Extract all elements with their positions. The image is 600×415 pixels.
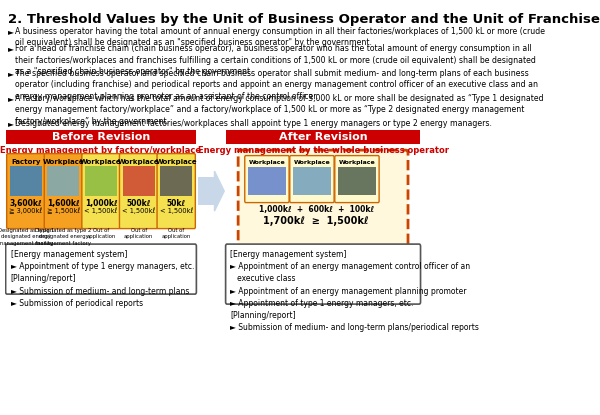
Text: After Revision: After Revision [279,132,367,142]
Text: ►: ► [8,94,14,103]
Text: ≧ 3,000kℓ: ≧ 3,000kℓ [9,207,43,214]
FancyBboxPatch shape [157,154,196,229]
Text: ►: ► [8,69,14,78]
FancyBboxPatch shape [7,154,45,229]
Text: 3,600kℓ: 3,600kℓ [10,199,42,208]
FancyBboxPatch shape [47,166,79,196]
Text: The specified business operator and specified chain business operator shall subm: The specified business operator and spec… [14,69,538,101]
FancyBboxPatch shape [335,156,379,203]
Text: Workplace: Workplace [338,160,376,165]
Text: Out of
application: Out of application [86,228,116,239]
FancyBboxPatch shape [293,167,331,195]
Text: 500kℓ: 500kℓ [127,199,151,208]
FancyBboxPatch shape [5,244,196,294]
Text: 1,700kℓ  ≥  1,500kℓ: 1,700kℓ ≥ 1,500kℓ [263,216,369,226]
Text: Designated as type 2
designated energy
management factory: Designated as type 2 designated energy m… [35,228,92,246]
Text: Factory: Factory [11,159,41,165]
Polygon shape [214,171,224,211]
Text: Workplace: Workplace [118,159,160,165]
FancyBboxPatch shape [160,166,192,196]
FancyBboxPatch shape [10,166,42,196]
Text: ≧ 1,500kℓ: ≧ 1,500kℓ [47,207,80,214]
Text: < 1,500kℓ: < 1,500kℓ [85,207,118,214]
FancyBboxPatch shape [226,244,421,304]
FancyBboxPatch shape [248,167,286,195]
Text: < 1,500kℓ: < 1,500kℓ [160,207,193,214]
FancyBboxPatch shape [238,150,408,256]
Text: Energy management by the whole business operator: Energy management by the whole business … [197,146,449,155]
FancyBboxPatch shape [85,166,117,196]
Text: 1,600kℓ: 1,600kℓ [47,199,80,208]
FancyBboxPatch shape [198,177,214,205]
FancyBboxPatch shape [7,130,196,144]
Text: ►: ► [8,27,14,36]
Text: Workplace: Workplace [43,159,84,165]
Text: Workplace: Workplace [248,160,285,165]
FancyBboxPatch shape [44,154,83,229]
Text: Out of
application: Out of application [161,228,191,239]
FancyBboxPatch shape [122,166,155,196]
Text: Before Revision: Before Revision [52,132,150,142]
Text: Energy management by factory/workplace: Energy management by factory/workplace [1,146,202,155]
Text: Designated as type 1
designated energy
management facility: Designated as type 1 designated energy m… [0,228,54,246]
Text: Workplace: Workplace [293,160,331,165]
Text: 1,000kℓ  +  600kℓ  +  100kℓ: 1,000kℓ + 600kℓ + 100kℓ [259,205,374,214]
Text: For a head of franchise chain (chain business operator), a business operator who: For a head of franchise chain (chain bus… [14,44,536,76]
Text: 2. Threshold Values by the Unit of Business Operator and the Unit of Franchise C: 2. Threshold Values by the Unit of Busin… [8,13,600,26]
Text: ►: ► [8,44,14,53]
Text: [Energy management system]
► Appointment of type 1 energy managers, etc.
[Planni: [Energy management system] ► Appointment… [11,250,194,308]
Text: ►: ► [8,119,14,128]
FancyBboxPatch shape [290,156,334,203]
FancyBboxPatch shape [226,130,420,144]
Text: A business operator having the total amount of annual energy consumption in all : A business operator having the total amo… [14,27,545,47]
Text: Designated energy management factories/workplaces shall appoint type 1 energy ma: Designated energy management factories/w… [14,119,491,128]
Text: Workplace: Workplace [155,159,197,165]
FancyBboxPatch shape [245,156,289,203]
FancyBboxPatch shape [338,167,376,195]
Text: 1,000kℓ: 1,000kℓ [85,199,118,208]
Text: A factory/workplace which has the total amount of energy consumption of 3,000 kL: A factory/workplace which has the total … [14,94,544,126]
Text: Workplace: Workplace [80,159,122,165]
Text: Out of
application: Out of application [124,228,153,239]
Text: [Energy management system]
► Appointment of an energy management control officer: [Energy management system] ► Appointment… [230,250,479,332]
Text: 50kℓ: 50kℓ [167,199,186,208]
Text: < 1,500kℓ: < 1,500kℓ [122,207,155,214]
FancyBboxPatch shape [82,154,120,229]
FancyBboxPatch shape [119,154,158,229]
